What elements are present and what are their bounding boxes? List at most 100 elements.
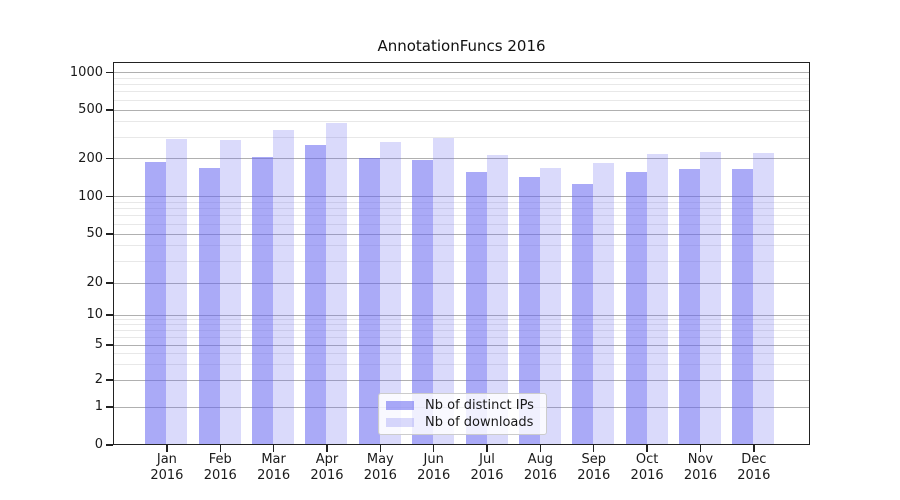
x-axis-tick: [539, 445, 542, 452]
minor-gridline: [114, 84, 809, 86]
plot-area: Nb of distinct IPs Nb of downloads: [113, 62, 810, 445]
y-axis-tick: [106, 406, 113, 408]
major-gridline: [114, 233, 809, 235]
bar-downloads: [273, 130, 295, 444]
y-axis-tick-label: 20: [86, 275, 103, 290]
x-axis-tick-label: Dec 2016: [737, 452, 771, 483]
y-axis-tick: [106, 444, 113, 446]
bar-downloads: [326, 123, 348, 444]
major-gridline: [114, 109, 809, 111]
x-axis-tick: [432, 445, 435, 452]
minor-gridline: [114, 353, 809, 355]
major-gridline: [114, 196, 809, 198]
bar-distinct-ips: [572, 184, 594, 444]
legend-swatch-downloads: [386, 418, 414, 427]
y-axis-tick-label: 0: [94, 437, 103, 452]
minor-gridline: [114, 319, 809, 321]
y-axis-tick-label: 10: [86, 307, 103, 322]
y-axis-tick-label: 2: [94, 372, 103, 387]
bar-distinct-ips: [518, 176, 540, 444]
y-axis-tick: [106, 314, 113, 316]
y-axis-tick-label: 50: [86, 226, 103, 241]
y-axis-tick-label: 1000: [69, 64, 103, 80]
x-axis-tick-label: Aug 2016: [523, 452, 557, 483]
bar-downloads: [166, 138, 188, 444]
minor-gridline: [114, 324, 809, 326]
x-axis-tick: [699, 445, 702, 452]
x-axis-tick-label: Feb 2016: [203, 452, 237, 483]
bar-downloads: [219, 139, 241, 444]
bar-distinct-ips: [465, 172, 487, 444]
minor-gridline: [114, 121, 809, 123]
major-gridline: [114, 282, 809, 284]
x-axis-tick-label: Jun 2016: [417, 452, 451, 483]
bar-downloads: [379, 141, 401, 444]
y-axis-tick-label: 5: [94, 337, 103, 352]
bar-downloads: [539, 167, 561, 444]
minor-gridline: [114, 99, 809, 101]
legend-item-distinct-ips: Nb of distinct IPs: [386, 398, 539, 413]
y-axis-tick: [106, 71, 113, 74]
bar-distinct-ips: [412, 159, 434, 444]
minor-gridline: [114, 91, 809, 93]
major-gridline: [114, 344, 809, 346]
x-axis-tick-label: Jan 2016: [150, 452, 184, 483]
x-axis-tick: [486, 445, 488, 452]
y-axis-tick-label: 1: [94, 399, 103, 414]
bar-distinct-ips: [198, 167, 220, 444]
bar-distinct-ips: [732, 168, 754, 444]
x-axis-tick: [219, 445, 221, 452]
minor-gridline: [114, 215, 809, 217]
x-axis-tick: [592, 445, 595, 452]
minor-gridline: [114, 201, 809, 203]
y-axis-tick: [106, 379, 113, 381]
y-axis-tick: [106, 195, 113, 198]
y-axis-tick-label: 200: [78, 150, 103, 166]
bar-distinct-ips: [678, 168, 700, 444]
major-gridline: [114, 158, 809, 159]
y-axis-tick: [106, 282, 113, 284]
x-axis-tick: [646, 445, 648, 452]
minor-gridline: [114, 364, 809, 365]
major-gridline: [114, 72, 809, 74]
major-gridline: [114, 379, 809, 381]
x-axis-tick-label: Mar 2016: [257, 452, 291, 483]
minor-gridline: [114, 77, 809, 79]
bar-distinct-ips: [252, 157, 274, 444]
legend-swatch-distinct-ips: [386, 401, 414, 410]
bar-distinct-ips: [625, 172, 647, 444]
x-axis-tick: [166, 445, 168, 452]
x-axis-tick: [272, 445, 275, 452]
x-axis-tick-label: Apr 2016: [310, 452, 344, 483]
chart-title: AnnotationFuncs 2016: [377, 37, 546, 55]
minor-gridline: [114, 336, 809, 338]
y-axis-tick-label: 100: [78, 188, 103, 204]
legend-label-distinct-ips: Nb of distinct IPs: [425, 398, 534, 413]
minor-gridline: [114, 329, 809, 331]
minor-gridline: [114, 136, 809, 138]
y-axis-tick: [106, 344, 113, 346]
x-axis-tick: [326, 445, 328, 452]
x-axis-tick-label: Nov 2016: [683, 452, 717, 483]
bar-downloads: [486, 155, 508, 444]
bar-distinct-ips: [145, 161, 167, 444]
minor-gridline: [114, 260, 809, 262]
x-axis-tick: [753, 445, 755, 452]
minor-gridline: [114, 245, 809, 247]
y-axis-tick: [106, 109, 113, 111]
bar-distinct-ips: [358, 157, 380, 444]
bar-downloads: [593, 163, 615, 444]
bar-distinct-ips: [305, 145, 327, 444]
bar-downloads: [753, 153, 775, 444]
legend-item-downloads: Nb of downloads: [386, 415, 539, 430]
x-axis-tick-label: May 2016: [363, 452, 397, 483]
legend: Nb of distinct IPs Nb of downloads: [378, 393, 547, 435]
major-gridline: [114, 314, 809, 316]
bar-downloads: [433, 138, 455, 444]
bar-downloads: [699, 152, 721, 444]
x-axis-tick-label: Sep 2016: [577, 452, 611, 483]
y-axis-tick: [106, 233, 113, 235]
y-axis-tick-label: 500: [78, 102, 103, 117]
y-axis-tick: [106, 157, 113, 160]
legend-label-downloads: Nb of downloads: [425, 415, 534, 430]
